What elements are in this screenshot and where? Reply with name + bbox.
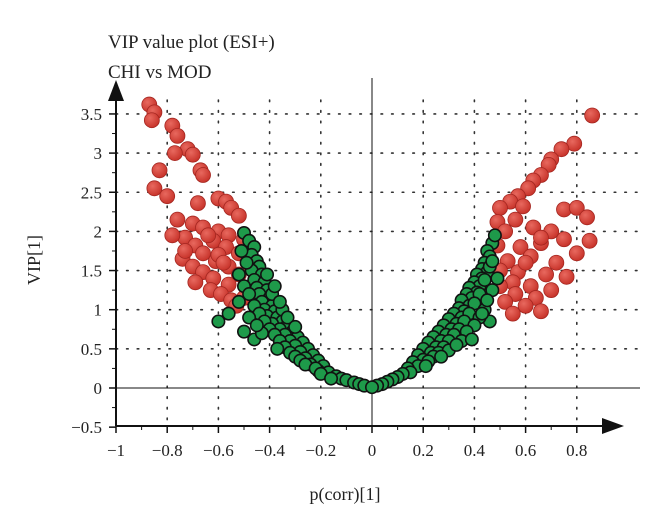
point-significant — [533, 303, 549, 320]
point-significant — [568, 245, 585, 262]
point-significant — [515, 198, 531, 215]
point-nonsignificant — [211, 314, 226, 329]
point-significant — [533, 229, 549, 246]
point-nonsignificant — [221, 306, 236, 321]
point-significant — [159, 188, 176, 205]
y-tick-label: −0.5 — [71, 418, 102, 437]
point-significant — [556, 231, 572, 248]
point-significant — [538, 266, 554, 283]
x-tick-label: −0.8 — [152, 441, 183, 460]
x-tick-label: 0 — [368, 441, 377, 460]
y-tick-label: 3.5 — [81, 105, 102, 124]
point-significant — [507, 211, 524, 228]
y-axis-label: VIP[1] — [24, 235, 44, 285]
point-significant — [517, 297, 534, 314]
point-nonsignificant — [487, 228, 502, 243]
point-nonsignificant — [267, 279, 282, 294]
point-significant — [512, 239, 529, 255]
point-nonsignificant — [485, 254, 500, 269]
point-significant — [558, 268, 575, 285]
y-tick-label: 1.5 — [81, 262, 102, 281]
y-tick-label: 1 — [94, 301, 103, 320]
point-significant — [543, 282, 560, 299]
point-significant — [230, 207, 247, 224]
point-significant — [169, 127, 186, 144]
point-nonsignificant — [464, 332, 479, 347]
point-significant — [177, 243, 194, 259]
point-significant — [548, 254, 565, 271]
point-significant — [497, 293, 514, 310]
point-nonsignificant — [242, 287, 257, 302]
chart-title: VIP value plot (ESI+) — [108, 32, 275, 53]
point-significant — [581, 232, 598, 249]
point-significant — [200, 227, 217, 244]
point-nonsignificant — [280, 310, 295, 325]
x-tick-label: 0.2 — [413, 441, 434, 460]
x-tick-label: 0.8 — [566, 441, 587, 460]
point-nonsignificant — [324, 371, 339, 386]
y-tick-label: 2 — [94, 222, 103, 241]
y-axis-arrow-icon — [108, 80, 124, 101]
point-significant — [184, 146, 201, 163]
point-nonsignificant — [480, 293, 495, 308]
point-significant — [143, 112, 160, 129]
point-significant — [195, 245, 211, 262]
point-nonsignificant — [237, 324, 252, 339]
point-nonsignificant — [490, 271, 505, 286]
point-significant — [169, 211, 186, 228]
point-significant — [151, 162, 168, 179]
point-significant — [187, 274, 204, 291]
x-tick-label: −0.2 — [305, 441, 336, 460]
x-tick-label: −1 — [107, 441, 125, 460]
y-tick-label: 0.5 — [81, 340, 102, 359]
y-tick-label: 0 — [94, 379, 103, 398]
chart-subtitle: CHI vs MOD — [108, 62, 211, 83]
data-points — [141, 96, 601, 395]
point-significant — [492, 200, 508, 216]
point-significant — [215, 254, 232, 271]
point-nonsignificant — [239, 255, 254, 270]
x-tick-label: −0.4 — [254, 441, 285, 460]
point-nonsignificant — [249, 318, 264, 333]
point-significant — [190, 195, 206, 212]
x-tick-label: 0.4 — [464, 441, 486, 460]
point-significant — [584, 107, 601, 124]
point-nonsignificant — [231, 267, 246, 282]
y-axis-ticks: −0.5 0 0.5 1 1.5 2 2.5 3 3.5 — [71, 105, 116, 437]
x-tick-label: 0.6 — [515, 441, 536, 460]
point-nonsignificant — [449, 337, 464, 352]
point-nonsignificant — [260, 267, 275, 282]
point-nonsignificant — [434, 349, 449, 364]
point-significant — [553, 141, 570, 158]
point-nonsignificant — [288, 319, 303, 334]
point-significant — [195, 167, 211, 183]
point-significant — [166, 145, 183, 162]
point-nonsignificant — [270, 341, 285, 356]
y-tick-label: 2.5 — [81, 183, 102, 202]
point-significant — [579, 209, 595, 226]
point-nonsignificant — [231, 294, 246, 309]
point-significant — [164, 227, 181, 244]
x-axis-ticks: −1 −0.8 −0.6 −0.4 −0.2 0 0.2 0.4 0.6 0.8 — [107, 426, 587, 460]
point-significant — [504, 305, 521, 322]
point-nonsignificant — [475, 306, 490, 321]
x-axis-arrow-icon — [602, 418, 624, 434]
point-nonsignificant — [234, 243, 249, 258]
point-nonsignificant — [272, 294, 287, 309]
x-tick-label: −0.6 — [203, 441, 234, 460]
point-significant — [568, 200, 585, 216]
y-tick-label: 3 — [94, 144, 103, 163]
point-significant — [517, 254, 534, 271]
point-nonsignificant — [418, 359, 433, 374]
point-nonsignificant — [364, 380, 379, 395]
x-axis-label: p(corr)[1] — [310, 484, 381, 505]
point-significant — [146, 180, 163, 197]
